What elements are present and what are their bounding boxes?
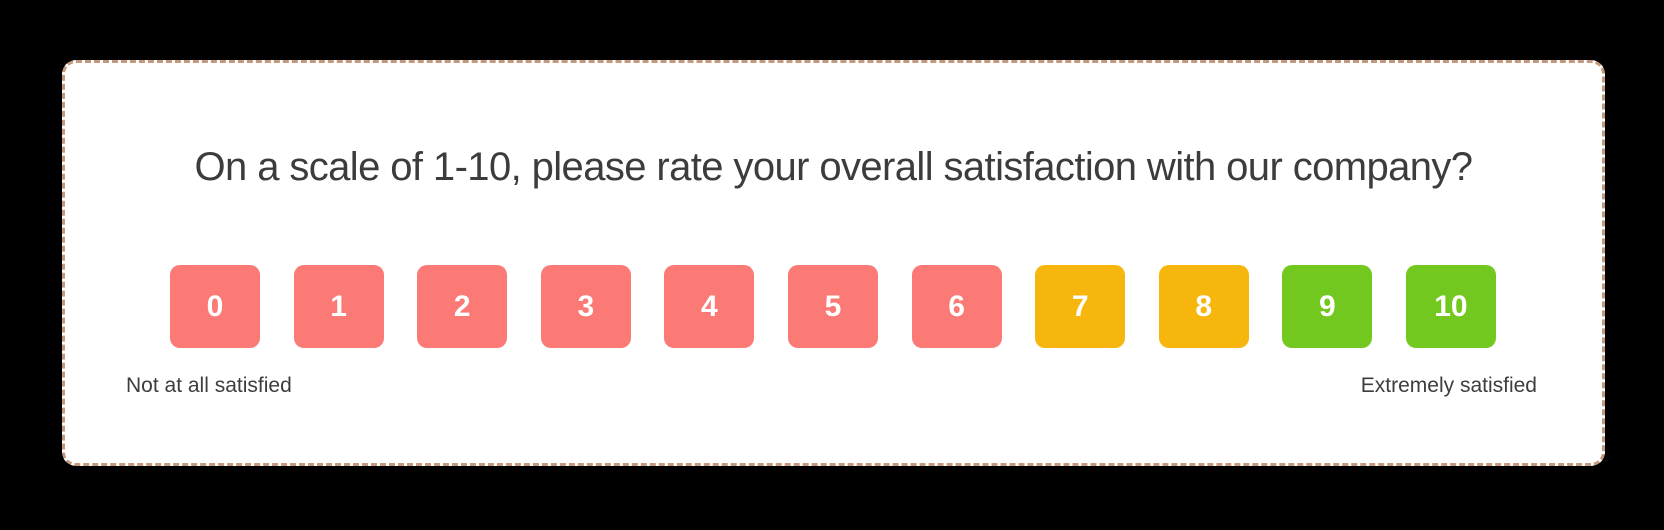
scale-button-9[interactable]: 9 (1282, 265, 1373, 348)
scale-button-8[interactable]: 8 (1158, 265, 1249, 348)
scale-button-2[interactable]: 2 (417, 265, 508, 348)
scale-button-5[interactable]: 5 (787, 265, 878, 348)
scale-button-7[interactable]: 7 (1035, 265, 1126, 348)
scale-labels: Not at all satisfied Extremely satisfied (126, 372, 1537, 400)
scale-button-6[interactable]: 6 (911, 265, 1002, 348)
scale-button-1[interactable]: 1 (293, 265, 384, 348)
question-title: On a scale of 1-10, please rate your ove… (194, 145, 1474, 189)
scale-button-4[interactable]: 4 (664, 265, 755, 348)
rating-scale: 0 1 2 3 4 5 6 7 8 9 10 (170, 265, 1496, 348)
min-label: Not at all satisfied (126, 374, 292, 397)
survey-card: On a scale of 1-10, please rate your ove… (62, 60, 1605, 466)
scale-button-10[interactable]: 10 (1405, 265, 1496, 348)
max-label: Extremely satisfied (1360, 374, 1537, 397)
scale-button-3[interactable]: 3 (540, 265, 631, 348)
scale-button-0[interactable]: 0 (170, 265, 260, 348)
